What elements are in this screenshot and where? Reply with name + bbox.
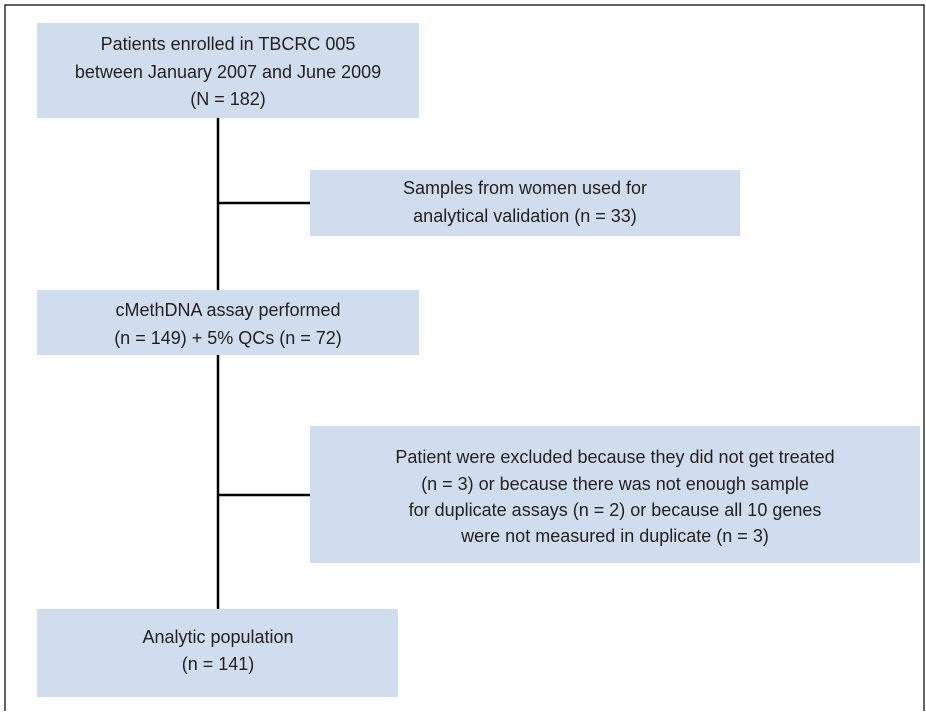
node-label: (n = 3) or because there was not enough … — [421, 474, 809, 494]
node-label: (n = 149) + 5% QCs (n = 72) — [114, 328, 342, 348]
node-label: (n = 141) — [182, 654, 255, 674]
node-box — [310, 170, 740, 236]
node-box — [37, 23, 419, 118]
node-box — [310, 426, 920, 563]
node-label: for duplicate assays (n = 2) or because … — [409, 500, 822, 520]
nodes: Patients enrolled in TBCRC 005 between Ja… — [37, 23, 920, 697]
node-label: Patients enrolled in TBCRC 005 — [101, 34, 356, 54]
node-label: cMethDNA assay performed — [115, 300, 340, 320]
node-label: were not measured in duplicate (n = 3) — [460, 526, 769, 546]
node-label: (N = 182) — [190, 89, 266, 109]
node-box — [37, 290, 419, 355]
node-box — [37, 609, 398, 697]
frame — [4, 4, 925, 711]
node-label: analytical validation (n = 33) — [413, 206, 637, 226]
node-label: Patient were excluded because they did n… — [395, 447, 834, 467]
node-label: between January 2007 and June 2009 — [75, 62, 381, 82]
node-label: Samples from women used for — [403, 178, 647, 198]
node-label: Analytic population — [142, 627, 293, 647]
